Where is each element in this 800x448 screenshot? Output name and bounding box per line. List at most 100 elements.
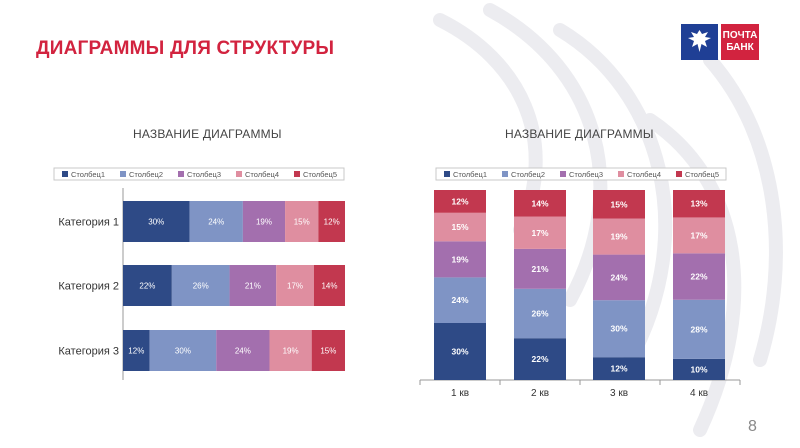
chart2-data-label: 28% xyxy=(690,324,707,334)
chart1-data-label: 24% xyxy=(208,218,224,227)
chart2-category-label: 1 кв xyxy=(451,388,469,399)
chart1-data-label: 19% xyxy=(256,218,272,227)
legend-box xyxy=(435,167,727,181)
legend-label: Столбец3 xyxy=(569,170,603,179)
chart1-category-label: Категория 3 xyxy=(58,346,119,358)
chart1-bar-segment xyxy=(123,265,172,306)
chart1-data-label: 14% xyxy=(321,282,337,291)
chart1-bar-segment xyxy=(242,201,286,242)
legend-label: Столбец4 xyxy=(245,170,279,179)
legend-label: Столбец5 xyxy=(303,170,337,179)
chart2-bar-segment xyxy=(434,212,486,242)
chart2-bar-segment xyxy=(514,216,566,249)
legend-label: Столбец2 xyxy=(511,170,545,179)
chart1-data-label: 21% xyxy=(245,282,261,291)
chart1-bar-segment xyxy=(313,265,345,306)
chart1-data-label: 24% xyxy=(235,347,251,356)
chart1-bar-segment xyxy=(171,265,230,306)
chart1-data-label: 12% xyxy=(128,347,144,356)
legend-swatch xyxy=(618,171,624,177)
chart2-bar-segment xyxy=(434,277,486,323)
chart1-bar-segment xyxy=(123,330,150,371)
chart1-category-label: Категория 2 xyxy=(58,281,119,293)
legend-label: Столбец5 xyxy=(685,170,719,179)
legend-swatch xyxy=(294,171,300,177)
chart1-data-label: 30% xyxy=(148,218,164,227)
chart2-bar-segment xyxy=(514,248,566,289)
chart2-bar-segment xyxy=(593,357,645,380)
legend-label: Столбец1 xyxy=(453,170,487,179)
chart2-category-label: 3 кв xyxy=(610,388,628,399)
chart2-data-label: 26% xyxy=(531,309,548,319)
chart1-bar-segment xyxy=(189,201,243,242)
slide-title: ДИАГРАММЫ ДЛЯ СТРУКТУРЫ xyxy=(36,38,335,59)
chart1-data-label: 15% xyxy=(294,218,310,227)
chart1-bar-segment xyxy=(276,265,314,306)
chart1-data-label: 26% xyxy=(193,282,209,291)
chart2-bar-segment xyxy=(673,253,725,300)
chart2-legend: Столбец1 Столбец2 Столбец3 Столбец4 Столбец5 xyxy=(435,167,727,181)
legend-box xyxy=(53,167,345,181)
legend-swatch xyxy=(178,171,184,177)
chart2-data-label: 19% xyxy=(451,254,468,264)
legend-swatch xyxy=(560,171,566,177)
logo-wordmark: ПОЧТА БАНК xyxy=(721,24,759,60)
chart1-bar-segment xyxy=(216,330,270,371)
chart1-bar-segment xyxy=(123,201,190,242)
chart2-data-label: 22% xyxy=(690,272,707,282)
pochta-bank-logo: ПОЧТА БАНК xyxy=(681,24,759,60)
chart2-bar-segment xyxy=(673,358,725,380)
chart2-bar-segment xyxy=(673,299,725,359)
chart1-data-label: 15% xyxy=(320,347,336,356)
legend-swatch xyxy=(444,171,450,177)
chart1-bar-segment xyxy=(311,330,345,371)
legend-swatch xyxy=(62,171,68,177)
logo-line-1: ПОЧТА xyxy=(722,30,758,41)
chart1-bar-segment xyxy=(149,330,217,371)
chart1-bar-segment xyxy=(229,265,277,306)
chart1-data-label: 19% xyxy=(283,347,299,356)
legend-swatch xyxy=(676,171,682,177)
legend-swatch xyxy=(502,171,508,177)
chart2-data-label: 30% xyxy=(451,347,468,357)
chart2-data-label: 15% xyxy=(610,199,627,209)
chart2-bar-segment xyxy=(514,338,566,380)
chart2-data-label: 12% xyxy=(451,196,468,206)
chart2-data-label: 15% xyxy=(451,222,468,232)
chart1-bar-segment xyxy=(285,201,319,242)
chart2-category-label: 4 кв xyxy=(690,388,708,399)
chart2-data-label: 17% xyxy=(690,230,707,240)
legend-swatch xyxy=(236,171,242,177)
chart2-bar-segment xyxy=(593,300,645,358)
slide-number: 8 xyxy=(748,418,757,435)
chart2-bar-segment xyxy=(673,217,725,254)
chart2-title: НАЗВАНИЕ ДИАГРАММЫ xyxy=(505,127,654,141)
chart1-data-label: 17% xyxy=(287,282,303,291)
chart1-bar-segment xyxy=(318,201,345,242)
legend-label: Столбец4 xyxy=(627,170,661,179)
legend-label: Столбец1 xyxy=(71,170,105,179)
chart1-title: НАЗВАНИЕ ДИАГРАММЫ xyxy=(133,127,282,141)
chart2-data-label: 21% xyxy=(531,264,548,274)
chart1-category-label: Категория 1 xyxy=(58,217,119,229)
chart2-bar-segment xyxy=(514,190,566,217)
chart2-bar-segment xyxy=(514,288,566,339)
chart2-category-label: 2 кв xyxy=(531,388,549,399)
chart2-data-label: 10% xyxy=(690,364,707,374)
chart2-bar-segment xyxy=(673,190,725,218)
chart2-data-label: 13% xyxy=(690,199,707,209)
chart2-data-label: 19% xyxy=(610,232,627,242)
chart1-data-label: 22% xyxy=(139,282,155,291)
chart1-legend: Столбец1 Столбец2 Столбец3 Столбец4 Столбец5 xyxy=(53,167,345,181)
chart2-data-label: 17% xyxy=(531,228,548,238)
chart2-data-label: 24% xyxy=(451,295,468,305)
legend-label: Столбец2 xyxy=(129,170,163,179)
chart2-data-label: 30% xyxy=(610,324,627,334)
chart1-data-label: 12% xyxy=(324,218,340,227)
chart2-bar-segment xyxy=(593,190,645,219)
chart1-bar-segment xyxy=(269,330,312,371)
chart2-data-label: 14% xyxy=(531,198,548,208)
chart2-data-label: 24% xyxy=(610,272,627,282)
chart2-bar-segment xyxy=(434,241,486,278)
chart2-bar-segment xyxy=(434,190,486,213)
